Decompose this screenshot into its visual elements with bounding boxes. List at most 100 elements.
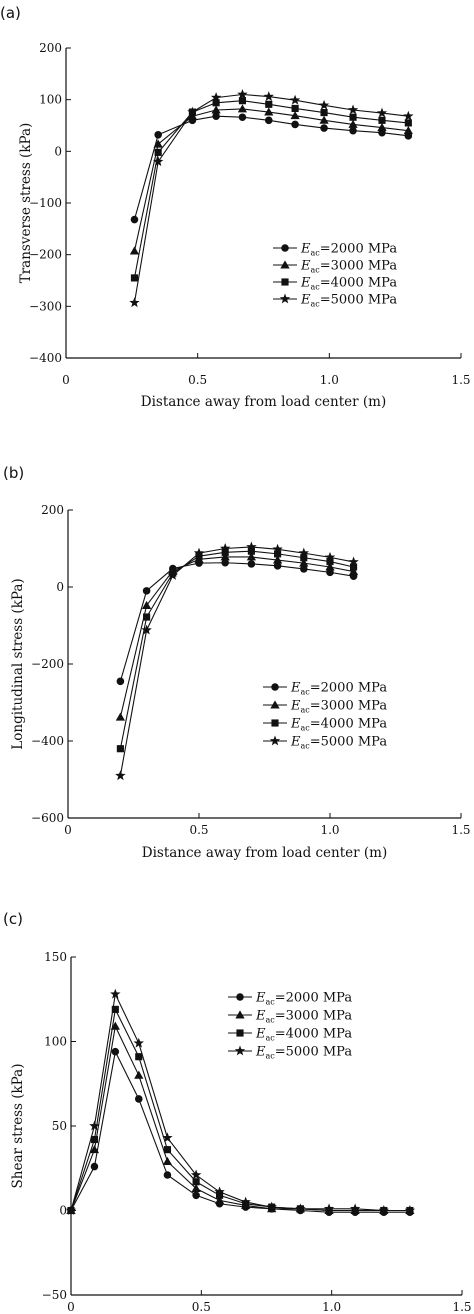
marker-star bbox=[263, 91, 274, 101]
marker-square bbox=[192, 1178, 200, 1186]
marker-triangle bbox=[264, 107, 274, 116]
marker-star bbox=[279, 293, 291, 304]
legend-item: Eac=4000 MPa bbox=[228, 1027, 352, 1043]
marker-triangle bbox=[403, 126, 413, 135]
marker-circle bbox=[320, 124, 328, 132]
marker-triangle bbox=[115, 712, 126, 721]
series-line bbox=[119, 550, 354, 749]
x-tick-label: 1.0 bbox=[320, 823, 339, 837]
marker-star bbox=[289, 94, 301, 105]
x-tick-label: 1.5 bbox=[451, 823, 470, 837]
marker-square bbox=[143, 613, 151, 621]
legend-item: Eac=4000 MPa bbox=[273, 276, 397, 292]
marker-circle bbox=[247, 560, 256, 568]
marker-square bbox=[130, 274, 139, 282]
marker-square bbox=[154, 148, 162, 156]
marker-star bbox=[210, 92, 222, 103]
marker-circle bbox=[163, 1171, 172, 1179]
marker-star bbox=[349, 1203, 361, 1214]
marker-star bbox=[129, 297, 140, 308]
marker-star bbox=[348, 556, 359, 567]
marker-triangle bbox=[377, 122, 387, 132]
y-tick-label: −400 bbox=[29, 351, 62, 365]
legend-label: Eac=3000 MPa bbox=[290, 699, 387, 715]
series-4 bbox=[115, 541, 359, 781]
marker-square bbox=[350, 563, 358, 571]
marker-square bbox=[236, 1029, 244, 1037]
legend-label: Eac=5000 MPa bbox=[255, 1045, 352, 1061]
marker-star bbox=[220, 543, 231, 553]
x-tick-label: 0 bbox=[64, 823, 72, 837]
marker-star bbox=[234, 1045, 246, 1056]
legend-label: Eac=4000 MPa bbox=[300, 276, 397, 292]
series-1 bbox=[116, 558, 358, 686]
series-line bbox=[70, 992, 410, 1212]
x-axis-title: Distance away from load center (m) bbox=[142, 845, 388, 861]
legend-item: Eac=3000 MPa bbox=[228, 1009, 352, 1025]
series-4 bbox=[65, 988, 416, 1215]
marker-circle bbox=[192, 1191, 200, 1200]
marker-star bbox=[404, 1205, 416, 1215]
marker-star bbox=[133, 1037, 144, 1048]
marker-star bbox=[347, 104, 359, 115]
marker-star bbox=[269, 735, 281, 746]
legend-item: Eac=5000 MPa bbox=[228, 1045, 352, 1061]
series-1 bbox=[67, 1047, 414, 1216]
marker-square bbox=[404, 119, 412, 127]
marker-triangle bbox=[348, 119, 358, 128]
y-tick-label: 0 bbox=[56, 580, 64, 594]
y-tick-label: 0 bbox=[59, 1204, 67, 1218]
marker-triangle bbox=[214, 1195, 225, 1204]
marker-circle bbox=[291, 120, 299, 129]
y-tick-label: 100 bbox=[44, 1035, 67, 1049]
marker-star bbox=[167, 569, 178, 580]
series-1 bbox=[130, 112, 413, 224]
marker-circle bbox=[221, 558, 229, 567]
y-tick-label: 50 bbox=[52, 1119, 67, 1133]
marker-square bbox=[326, 558, 334, 566]
marker-circle bbox=[134, 1095, 143, 1103]
marker-star bbox=[318, 99, 330, 110]
marker-triangle bbox=[290, 111, 300, 120]
marker-star bbox=[110, 988, 121, 999]
marker-star bbox=[89, 1120, 100, 1131]
y-tick-label: −400 bbox=[31, 734, 64, 748]
marker-circle bbox=[142, 587, 151, 595]
marker-star bbox=[295, 1203, 306, 1214]
marker-star bbox=[65, 1205, 77, 1215]
marker-triangle bbox=[272, 555, 283, 564]
marker-triangle bbox=[220, 552, 230, 561]
legend-label: Eac=2000 MPa bbox=[255, 991, 352, 1007]
marker-square bbox=[116, 745, 124, 753]
marker-square bbox=[111, 1005, 119, 1013]
marker-triangle bbox=[325, 562, 335, 571]
marker-star bbox=[193, 547, 205, 558]
legend-item: Eac=5000 MPa bbox=[263, 735, 387, 751]
legend-item: Eac=2000 MPa bbox=[273, 242, 397, 258]
marker-circle bbox=[264, 116, 273, 125]
legend-label: Eac=4000 MPa bbox=[255, 1027, 352, 1043]
marker-triangle bbox=[141, 600, 152, 609]
marker-square bbox=[135, 1053, 143, 1061]
x-axis-title: Distance away from load center (m) bbox=[141, 394, 387, 410]
marker-star bbox=[187, 106, 198, 117]
marker-star bbox=[152, 156, 164, 167]
marker-circle bbox=[154, 131, 162, 139]
y-axis-title: Shear stress (kPa) bbox=[10, 1064, 26, 1189]
legend-item: Eac=5000 MPa bbox=[273, 293, 397, 309]
marker-star bbox=[115, 770, 126, 781]
y-tick-label: 200 bbox=[41, 503, 64, 517]
x-tick-label: 0 bbox=[67, 1300, 75, 1314]
x-tick-label: 0.5 bbox=[192, 1300, 211, 1314]
marker-triangle bbox=[162, 1156, 173, 1165]
y-tick-label: −300 bbox=[29, 299, 62, 313]
x-tick-label: 1.0 bbox=[322, 1300, 341, 1314]
marker-star bbox=[246, 541, 257, 552]
x-tick-label: 0 bbox=[62, 373, 70, 387]
marker-triangle bbox=[280, 260, 290, 269]
